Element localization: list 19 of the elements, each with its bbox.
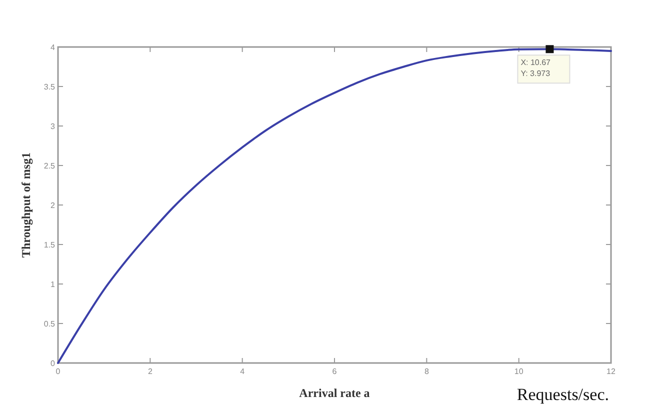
y-tick-label: 3 bbox=[50, 122, 56, 131]
y-tick-label: 1.5 bbox=[44, 240, 56, 250]
y-tick-label: 4 bbox=[50, 43, 56, 52]
x-tick-label: 8 bbox=[424, 367, 430, 376]
y-tick-label: 1 bbox=[50, 280, 56, 289]
y-axis-title: Throughput of msg1 bbox=[19, 152, 33, 258]
x-tick-label: 12 bbox=[606, 367, 616, 376]
y-tick-label: 2.5 bbox=[44, 162, 56, 170]
y-tick-label: 2 bbox=[50, 201, 56, 210]
x-tick-label: 6 bbox=[332, 367, 338, 376]
y-tick-label: 3.5 bbox=[44, 82, 56, 92]
x-axis-title: Arrival rate a bbox=[299, 386, 370, 400]
x-tick-label: 10 bbox=[514, 367, 524, 376]
x-tick-label: 2 bbox=[148, 367, 153, 376]
y-tick-label: 0.5 bbox=[44, 320, 56, 328]
annotation: X: 10.67 Y: 3.973 bbox=[520, 58, 552, 78]
y-tick-label: 0 bbox=[50, 359, 56, 368]
x-tick-label: 4 bbox=[240, 367, 246, 376]
text: Requests/sec. bbox=[516, 385, 609, 404]
